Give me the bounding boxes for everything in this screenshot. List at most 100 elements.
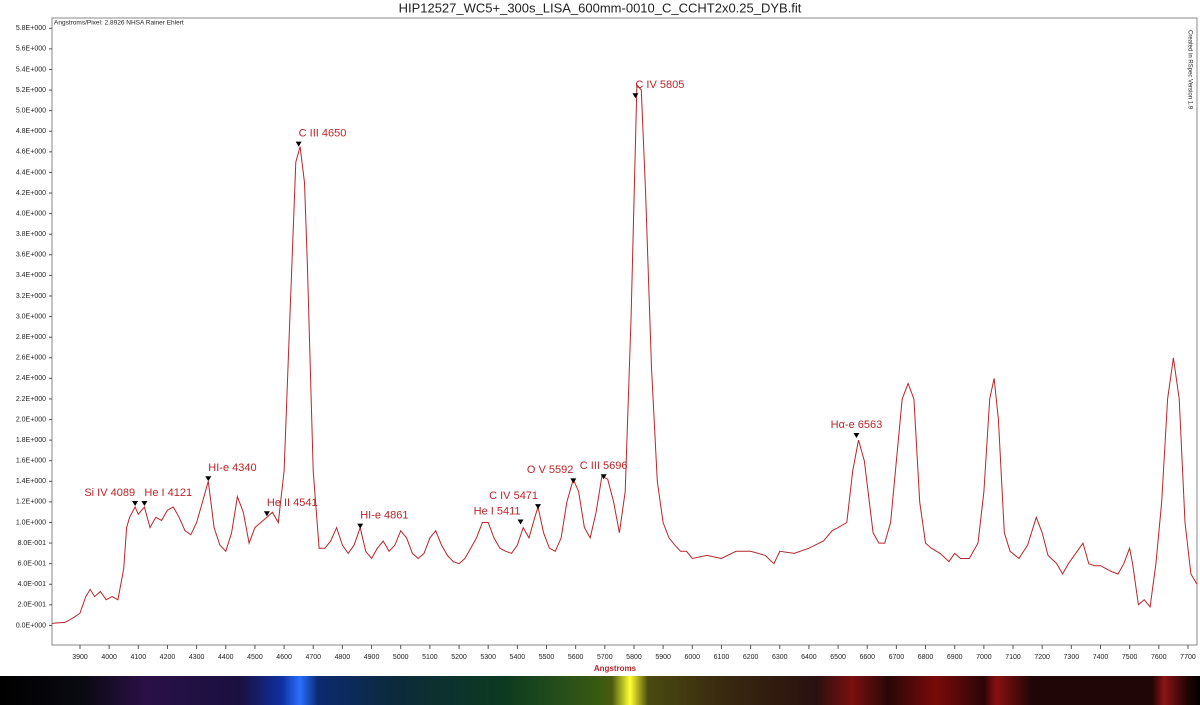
y-tick-label: 0.0E+000 (16, 622, 46, 629)
line-marker (853, 433, 860, 439)
x-tick-label: 6100 (714, 654, 730, 661)
y-tick-label: 8.0E-001 (18, 540, 47, 547)
x-tick-label: 7300 (1064, 654, 1080, 661)
line-marker (570, 478, 577, 484)
x-tick-label: 4400 (218, 654, 234, 661)
x-tick-label: 6500 (830, 654, 846, 661)
x-tick-label: 4300 (189, 654, 205, 661)
line-marker (132, 500, 139, 506)
x-tick-label: 4200 (160, 654, 176, 661)
line-marker (357, 523, 364, 529)
x-tick-label: 5300 (480, 654, 496, 661)
y-tick-label: 4.4E+000 (16, 169, 46, 176)
line-annotation: C III 5696 (580, 460, 628, 472)
x-tick-label: 5600 (568, 654, 584, 661)
y-tick-label: 2.8E+000 (16, 334, 46, 341)
y-tick-label: 1.2E+000 (16, 499, 46, 506)
x-tick-label: 6800 (918, 654, 934, 661)
y-tick-label: 5.8E+000 (16, 25, 46, 32)
spectrum-line (51, 83, 1198, 624)
x-tick-label: 4000 (101, 654, 117, 661)
x-tick-label: 6400 (801, 654, 817, 661)
y-tick-label: 4.8E+000 (16, 128, 46, 135)
x-tick-label: 6600 (859, 654, 875, 661)
y-tick-label: 1.0E+000 (16, 519, 46, 526)
line-marker (205, 476, 212, 482)
x-tick-label: 4100 (131, 654, 147, 661)
line-marker (535, 504, 542, 510)
x-tick-label: 4900 (364, 654, 380, 661)
y-tick-label: 5.2E+000 (16, 87, 46, 94)
x-tick-label: 5400 (510, 654, 526, 661)
y-tick-label: 1.8E+000 (16, 437, 46, 444)
x-tick-label: 5800 (626, 654, 642, 661)
line-annotation: He I 5411 (474, 505, 521, 517)
chart-title: HIP12527_WC5+_300s_LISA_600mm-0010_C_CCH… (399, 0, 802, 15)
x-tick-label: 7000 (976, 654, 992, 661)
y-tick-label: 2.4E+000 (16, 375, 46, 382)
x-tick-label: 6000 (685, 654, 701, 661)
x-tick-label: 5000 (393, 654, 409, 661)
x-tick-label: 6200 (743, 654, 759, 661)
chart-subtitle: Angstroms/Pixel: 2.8926 NHSA Rainer Ehle… (54, 20, 184, 27)
x-tick-label: 4700 (305, 654, 321, 661)
x-tick-label: 7700 (1180, 654, 1196, 661)
line-annotation: O V 5592 (527, 464, 573, 476)
y-tick-label: 3.8E+000 (16, 231, 46, 238)
y-tick-label: 2.2E+000 (16, 396, 46, 403)
x-tick-label: 7500 (1122, 654, 1138, 661)
plot-frame (51, 17, 1198, 646)
y-tick-label: 4.6E+000 (16, 149, 46, 156)
line-marker (141, 500, 148, 506)
line-annotation: HI-e 4340 (208, 462, 256, 474)
line-marker (295, 141, 302, 147)
line-annotation: HI-e 4861 (360, 510, 408, 522)
x-tick-label: 7400 (1093, 654, 1109, 661)
y-tick-label: 5.6E+000 (16, 46, 46, 53)
line-marker (263, 511, 270, 517)
line-annotation: Hα-e 6563 (831, 419, 883, 431)
y-tick-label: 5.4E+000 (16, 66, 46, 73)
x-tick-label: 5700 (597, 654, 613, 661)
y-tick-label: 4.0E-001 (18, 581, 47, 588)
x-tick-label: 6300 (772, 654, 788, 661)
credit: Created in RSpec Version 1.9 (1186, 30, 1192, 110)
x-axis-label: Angstroms (594, 664, 637, 673)
y-tick-label: 1.6E+000 (16, 458, 46, 465)
line-annotation: C IV 5471 (489, 490, 538, 502)
y-tick-label: 4.0E+000 (16, 210, 46, 217)
x-tick-label: 3900 (72, 654, 88, 661)
y-tick-label: 4.2E+000 (16, 190, 46, 197)
x-tick-label: 6700 (889, 654, 905, 661)
line-annotation: He II 4541 (267, 497, 318, 509)
x-tick-label: 4500 (247, 654, 263, 661)
x-tick-label: 4800 (335, 654, 351, 661)
y-tick-label: 6.0E-001 (18, 561, 47, 568)
x-tick-label: 5200 (451, 654, 467, 661)
y-tick-label: 3.0E+000 (16, 313, 46, 320)
x-tick-label: 7600 (1151, 654, 1167, 661)
x-tick-label: 7200 (1034, 654, 1050, 661)
line-annotation: Si IV 4089 (84, 487, 135, 499)
y-tick-label: 1.4E+000 (16, 478, 46, 485)
y-tick-label: 3.6E+000 (16, 252, 46, 259)
x-tick-label: 5900 (655, 654, 671, 661)
y-tick-label: 3.2E+000 (16, 293, 46, 300)
x-tick-label: 4600 (276, 654, 292, 661)
x-tick-label: 5100 (422, 654, 438, 661)
y-tick-label: 2.6E+000 (16, 355, 46, 362)
line-marker (517, 519, 524, 525)
y-tick-label: 5.0E+000 (16, 108, 46, 115)
line-annotation: He I 4121 (144, 487, 192, 499)
y-tick-label: 3.4E+000 (16, 272, 46, 279)
line-marker (600, 474, 607, 480)
y-tick-label: 2.0E-001 (18, 602, 47, 609)
line-marker (632, 93, 639, 99)
line-annotation: C III 4650 (299, 128, 347, 140)
x-tick-label: 5500 (539, 654, 555, 661)
line-annotation: C IV 5805 (635, 79, 684, 91)
x-tick-label: 7100 (1005, 654, 1021, 661)
y-tick-label: 2.0E+000 (16, 416, 46, 423)
spectrum-strip (0, 676, 1200, 705)
